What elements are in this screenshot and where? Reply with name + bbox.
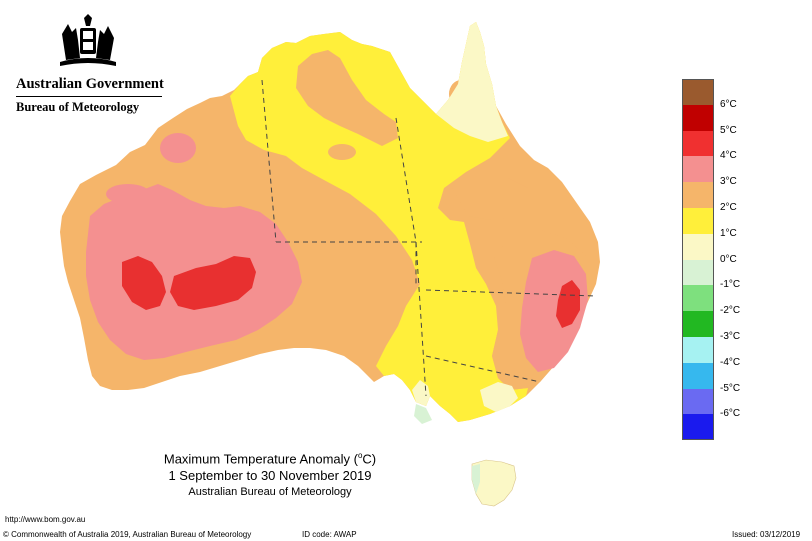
- footer-copyright: © Commonwealth of Australia 2019, Austra…: [3, 530, 252, 539]
- legend-swatch: [682, 311, 714, 337]
- legend-swatch: [682, 182, 714, 208]
- footer-url: http://www.bom.gov.au: [5, 515, 86, 524]
- legend-swatch: [682, 79, 714, 105]
- footer-issued-date: Issued: 03/12/2019: [732, 530, 801, 539]
- legend-label: -3°C: [720, 331, 741, 342]
- legend-swatch: [682, 156, 714, 183]
- temperature-anomaly-map: [60, 22, 600, 507]
- legend-swatch: [682, 337, 714, 363]
- anomaly-plus2-top: [296, 50, 398, 146]
- legend-swatch: [682, 233, 714, 260]
- legend-label: 4°C: [720, 150, 737, 162]
- legend-label: -5°C: [720, 382, 741, 394]
- anomaly-plus3-pilbara: [106, 184, 150, 204]
- legend-label: 6°C: [720, 98, 737, 110]
- legend-label: -2°C: [720, 305, 741, 317]
- state-borders: [261, 79, 597, 397]
- legend-label: -1°C: [720, 279, 741, 291]
- anomaly-plus4-nsw: [556, 280, 580, 328]
- anomaly-plus3-kimberley: [160, 133, 196, 163]
- anomaly-zero-cape: [436, 22, 508, 142]
- legend-label: 2°C: [720, 202, 737, 213]
- tasmania-west: [472, 464, 480, 494]
- anomaly-plus4-wa-west: [122, 256, 166, 310]
- legend-swatch: [682, 388, 714, 415]
- legend-label: 1°C: [720, 227, 737, 239]
- bureau-name: Bureau of Meteorology: [16, 100, 140, 114]
- map-period: 1 September to 30 November 2019: [168, 468, 372, 484]
- legend-swatch: [682, 104, 714, 131]
- legend-label: 0°C: [720, 253, 737, 265]
- color-legend: 6°C 5°C 4°C 3°C 2°C 1°C 0°C -1°C -2°C -3°C -4°C -5°…: [682, 79, 772, 441]
- government-name: Australian Government: [16, 76, 164, 92]
- anomaly-plus2-spot: [328, 144, 356, 160]
- legend-swatch: [682, 362, 714, 389]
- anomaly-plus4-wa-east: [170, 256, 256, 310]
- anomaly-plus2-qld: [452, 178, 534, 220]
- anomaly-zero-se: [480, 382, 518, 412]
- header-divider: [16, 96, 162, 97]
- anomaly-minus1-wilsons: [414, 404, 432, 424]
- legend-label: 3°C: [720, 176, 737, 188]
- anomaly-plus3-nsw: [520, 250, 588, 372]
- legend-swatch: [682, 285, 714, 312]
- footer-id-code: ID code: AWAP: [302, 530, 357, 539]
- legend-swatch: [682, 208, 714, 234]
- legend-label: 5°C: [720, 124, 737, 136]
- map-source: Australian Bureau of Meteorology: [188, 486, 352, 499]
- coat-of-arms-icon: [60, 14, 116, 66]
- legend-swatch: [682, 414, 714, 441]
- legend-swatch: [682, 130, 714, 157]
- legend-swatch: [682, 259, 714, 286]
- map-title: Maximum Temperature Anomaly (oC): [163, 451, 377, 467]
- map-caption: Maximum Temperature Anomaly (oC) 1 Septe…: [110, 448, 430, 499]
- legend-label: -4°C: [720, 356, 741, 368]
- legend-label: -6°C: [720, 408, 741, 420]
